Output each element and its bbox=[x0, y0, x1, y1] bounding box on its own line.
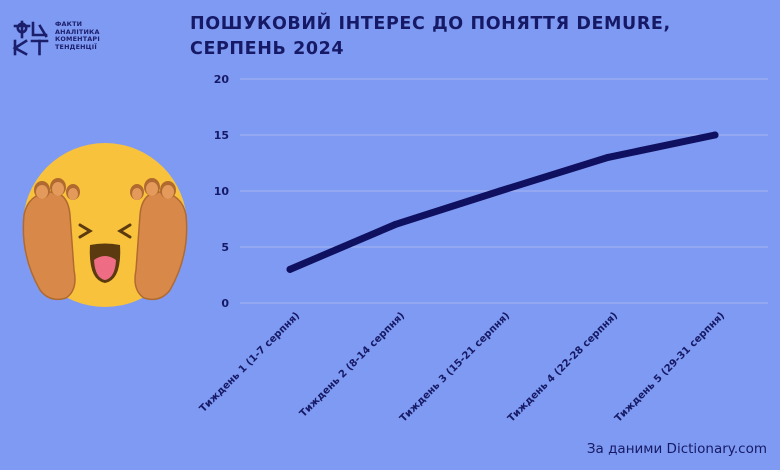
brand-text: ФАКТИ АНАЛІТИКА КОМЕНТАРІ ТЕНДЕНЦІЇ bbox=[55, 20, 100, 51]
brand-line: ТЕНДЕНЦІЇ bbox=[55, 42, 97, 51]
x-tick-label: Тиждень 3 (15-21 серпня) bbox=[398, 310, 512, 424]
y-tick-label: 5 bbox=[221, 241, 229, 254]
brand-line: ФАКТИ bbox=[55, 20, 83, 28]
chart-title: Пошуковий інтерес до поняття demure, сер… bbox=[190, 14, 671, 59]
data-point bbox=[604, 153, 612, 161]
y-tick-label: 10 bbox=[214, 185, 230, 198]
data-point bbox=[391, 221, 399, 229]
x-tick-label: Тиждень 2 (8-14 серпня) bbox=[298, 310, 407, 419]
gridlines bbox=[240, 78, 768, 304]
x-tick-label: Тиждень 5 (29-31 серпня) bbox=[613, 310, 727, 424]
data-point bbox=[711, 131, 719, 139]
x-axis-ticks: Тиждень 1 (1-7 серпня)Тиждень 2 (8-14 се… bbox=[198, 310, 727, 424]
source-note: За даними Dictionary.com bbox=[586, 441, 767, 457]
series-line bbox=[286, 131, 719, 273]
brand-line: АНАЛІТИКА bbox=[55, 27, 100, 36]
x-tick-label: Тиждень 1 (1-7 серпня) bbox=[198, 310, 302, 414]
face-with-hands-on-cheeks-emoji-icon bbox=[22, 143, 188, 307]
y-axis-ticks: 0 5 10 15 20 bbox=[214, 73, 230, 310]
y-tick-label: 0 bbox=[221, 297, 229, 310]
y-tick-label: 20 bbox=[214, 73, 230, 86]
brand-logo-icon bbox=[12, 20, 49, 56]
brand-logo: ФАКТИ АНАЛІТИКА КОМЕНТАРІ ТЕНДЕНЦІЇ bbox=[12, 20, 100, 56]
y-tick-label: 15 bbox=[214, 129, 229, 142]
data-point bbox=[286, 265, 294, 273]
data-point bbox=[496, 187, 504, 195]
x-tick-label: Тиждень 4 (22-28 серпня) bbox=[506, 310, 620, 424]
brand-line: КОМЕНТАРІ bbox=[55, 35, 100, 44]
series bbox=[286, 131, 719, 273]
